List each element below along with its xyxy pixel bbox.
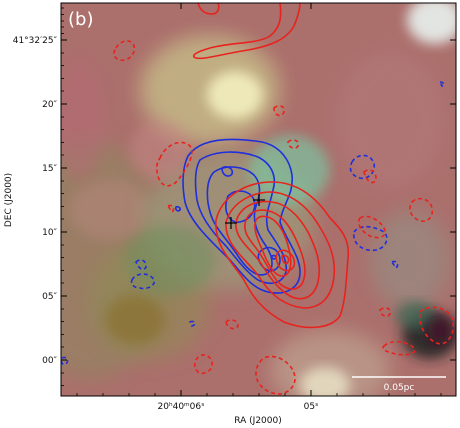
red-dashed-contour-3 <box>273 105 286 117</box>
y-tick-label: 05″ <box>42 292 57 302</box>
red-dashed-contour-10 <box>255 355 296 395</box>
panel-label: (b) <box>68 9 93 30</box>
x-axis-label: RA (J2000) <box>234 416 282 426</box>
blue-dashed-contour-2 <box>353 225 388 252</box>
blue-contour-1 <box>182 138 301 294</box>
red-contour-1 <box>215 181 350 329</box>
red-contour-4 <box>243 209 306 290</box>
red-contour-2 <box>225 191 336 309</box>
scale-bar: 0.05pc <box>352 376 446 393</box>
red-contour-8 <box>197 3 220 15</box>
blue-dashed-contour-6 <box>390 260 399 270</box>
y-tick-label: 10″ <box>42 228 57 238</box>
x-minor-ticks <box>76 393 442 396</box>
blue-contour-7 <box>175 205 181 212</box>
blue-dashed-contour-8 <box>438 81 445 87</box>
red-dashed-contour-12 <box>419 306 455 345</box>
cross-marker-2 <box>225 217 237 229</box>
red-dashed-contour-14 <box>166 204 175 214</box>
x-tick-label: 20ʰ40ᵐ06ˢ <box>158 402 205 412</box>
y-tick-label: 15″ <box>42 164 57 174</box>
y-ticks <box>61 39 456 361</box>
blue-contours <box>175 138 301 294</box>
red-dashed-contour-7 <box>357 215 386 239</box>
y-tick-label: 41°32′25″ <box>13 36 58 46</box>
red-dashed-contour-11 <box>382 340 416 356</box>
scale-bar-label: 0.05pc <box>384 383 415 393</box>
x-ticks <box>180 3 312 396</box>
red-dashed-contours <box>113 40 455 395</box>
red-contour-3 <box>235 200 321 300</box>
blue-dashed-contour-7 <box>188 320 196 327</box>
red-dashed-contour-13 <box>379 307 392 317</box>
red-contour-9 <box>192 3 301 60</box>
blue-contour-3 <box>206 166 273 276</box>
red-dashed-contour-5 <box>363 169 377 184</box>
x-tick-label: 05ˢ <box>304 402 319 412</box>
blue-dashed-contour-4 <box>130 273 156 290</box>
blue-dashed-contour-1 <box>349 154 376 180</box>
plot-frame <box>60 2 457 397</box>
red-dashed-contour-6 <box>409 197 434 223</box>
image-background <box>61 3 456 396</box>
red-contours <box>192 3 350 329</box>
red-contour-6 <box>275 249 296 272</box>
blue-contour-6 <box>221 166 234 177</box>
y-tick-label: 00″ <box>42 356 57 366</box>
red-dashed-contour-2 <box>155 141 193 187</box>
red-dashed-contour-4 <box>287 139 300 149</box>
y-minor-ticks <box>61 7 64 386</box>
blue-contour-2 <box>194 151 288 285</box>
blue-dashed-contour-3 <box>135 259 147 271</box>
red-dashed-contour-9 <box>193 354 214 375</box>
y-tick-label: 20″ <box>42 100 57 110</box>
red-dashed-contour-8 <box>225 319 239 330</box>
source-markers <box>225 194 265 229</box>
cross-marker-1 <box>253 194 265 206</box>
blue-contour-5 <box>257 246 281 272</box>
red-contour-7 <box>281 254 290 265</box>
y-axis-label: DEC (J2000) <box>4 173 14 227</box>
